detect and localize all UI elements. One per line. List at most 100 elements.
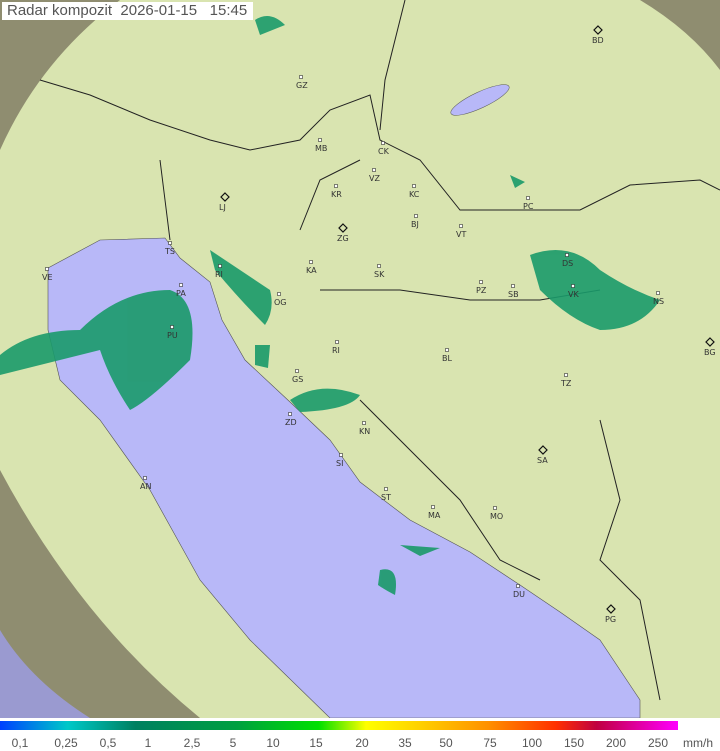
legend-tick: 0,1 bbox=[11, 736, 29, 750]
out-of-range-top-left bbox=[0, 0, 120, 150]
legend-tick: 50 bbox=[439, 736, 453, 750]
precipitation-echoes bbox=[0, 16, 660, 595]
radar-site-label: ZG bbox=[337, 234, 349, 243]
legend-tick: 5 bbox=[229, 736, 237, 750]
city-label: AN bbox=[140, 482, 151, 491]
legend-tick: 2,5 bbox=[183, 736, 201, 750]
radar-site-diamond-icon bbox=[593, 25, 603, 35]
legend-tick: 1 bbox=[144, 736, 152, 750]
city-marker-icon bbox=[339, 453, 343, 457]
city-marker-icon bbox=[445, 348, 449, 352]
city-marker-icon bbox=[377, 264, 381, 268]
city-label: GS bbox=[292, 375, 303, 384]
city-label: PZ bbox=[476, 286, 487, 295]
title-date: 2026-01-15 bbox=[120, 2, 198, 19]
city-label: PU bbox=[167, 331, 178, 340]
legend-unit: mm/h bbox=[683, 736, 713, 750]
legend-tick: 250 bbox=[647, 736, 669, 750]
radar-site-diamond-icon bbox=[705, 337, 715, 347]
city-label: GZ bbox=[296, 81, 308, 90]
city-label: KA bbox=[306, 266, 317, 275]
radar-site-label: SA bbox=[537, 456, 548, 465]
city-label: RI bbox=[215, 270, 223, 279]
radar-site-diamond-icon bbox=[338, 223, 348, 233]
legend-tick: 0,25 bbox=[54, 736, 78, 750]
city-marker-icon bbox=[45, 267, 49, 271]
sea-out-of-range bbox=[0, 630, 90, 718]
legend-color-bar bbox=[0, 721, 678, 730]
legend-tick: 15 bbox=[309, 736, 323, 750]
title-label: Radar kompozit bbox=[7, 2, 113, 19]
adriatic-sea bbox=[47, 237, 641, 718]
radar-site-diamond-icon bbox=[606, 604, 616, 614]
city-marker-icon bbox=[295, 369, 299, 373]
radar-site-diamond-icon bbox=[538, 445, 548, 455]
city-marker-icon bbox=[168, 241, 172, 245]
city-marker-icon bbox=[431, 505, 435, 509]
legend-tick: 0,5 bbox=[99, 736, 117, 750]
radar-site-label: BG bbox=[704, 348, 716, 357]
city-marker-icon bbox=[479, 280, 483, 284]
city-marker-icon bbox=[381, 141, 385, 145]
map[interactable]: BD LJ ZG SA PG BG GZ MB CK VZ KR KC BJ VT PC TS KA SK VE RI… bbox=[0, 0, 720, 718]
city-label: DS bbox=[562, 259, 573, 268]
city-marker-icon bbox=[277, 292, 281, 296]
city-label: OG bbox=[274, 298, 287, 307]
legend-tick: 200 bbox=[605, 736, 627, 750]
city-marker-icon bbox=[412, 184, 416, 188]
city-label: ST bbox=[381, 493, 391, 502]
city-label: KN bbox=[359, 427, 370, 436]
city-label: MB bbox=[315, 144, 327, 153]
city-label: BL bbox=[442, 354, 452, 363]
city-marker-icon bbox=[516, 584, 520, 588]
legend-tick: 10 bbox=[266, 736, 280, 750]
city-label: SB bbox=[508, 290, 519, 299]
legend-tick: 20 bbox=[355, 736, 369, 750]
city-label: SK bbox=[374, 270, 385, 279]
out-of-range-top-right bbox=[640, 0, 720, 70]
city-label: TS bbox=[164, 247, 175, 256]
city-label: VK bbox=[568, 290, 579, 299]
city-marker-icon bbox=[362, 421, 366, 425]
precipitation-legend: 0,1 0,25 0,5 1 2,5 5 10 15 20 35 50 75 100 150 200 250 m… bbox=[0, 718, 720, 751]
city-marker-icon bbox=[656, 291, 660, 295]
city-label: PC bbox=[523, 202, 534, 211]
city-marker-icon bbox=[309, 260, 313, 264]
city-marker-icon bbox=[335, 340, 339, 344]
city-label: DU bbox=[513, 590, 525, 599]
radar-site-label: PG bbox=[605, 615, 616, 624]
city-label: BJ bbox=[411, 220, 419, 229]
city-marker-icon bbox=[170, 325, 174, 329]
radar-site-label: BD bbox=[592, 36, 604, 45]
city-marker-icon bbox=[511, 284, 515, 288]
city-label: MA bbox=[428, 511, 441, 520]
legend-tick: 150 bbox=[563, 736, 585, 750]
city-label: NS bbox=[653, 297, 664, 306]
lake-balaton bbox=[450, 84, 510, 116]
city-marker-icon bbox=[526, 196, 530, 200]
legend-tick: 75 bbox=[483, 736, 497, 750]
city-marker-icon bbox=[318, 138, 322, 142]
city-marker-icon bbox=[493, 506, 497, 510]
legend-tick: 35 bbox=[398, 736, 412, 750]
city-marker-icon bbox=[564, 373, 568, 377]
city-label: TZ bbox=[560, 379, 572, 388]
city-label: VZ bbox=[369, 174, 380, 183]
city-marker-icon bbox=[218, 264, 222, 268]
legend-tick: 100 bbox=[521, 736, 543, 750]
city-label: SI bbox=[336, 459, 343, 468]
city-label: RI bbox=[332, 346, 340, 355]
city-label: VT bbox=[456, 230, 466, 239]
city-marker-icon bbox=[288, 412, 292, 416]
city-label: ZD bbox=[285, 418, 297, 427]
country-borders bbox=[39, 0, 720, 701]
city-label: PA bbox=[176, 289, 186, 298]
radar-site-diamond-icon bbox=[220, 192, 230, 202]
city-marker-icon bbox=[143, 476, 147, 480]
title-time: 15:45 bbox=[209, 2, 248, 19]
city-label: CK bbox=[378, 147, 390, 156]
city-marker-icon bbox=[372, 168, 376, 172]
city-marker-icon bbox=[384, 487, 388, 491]
city-marker-icon bbox=[334, 184, 338, 188]
